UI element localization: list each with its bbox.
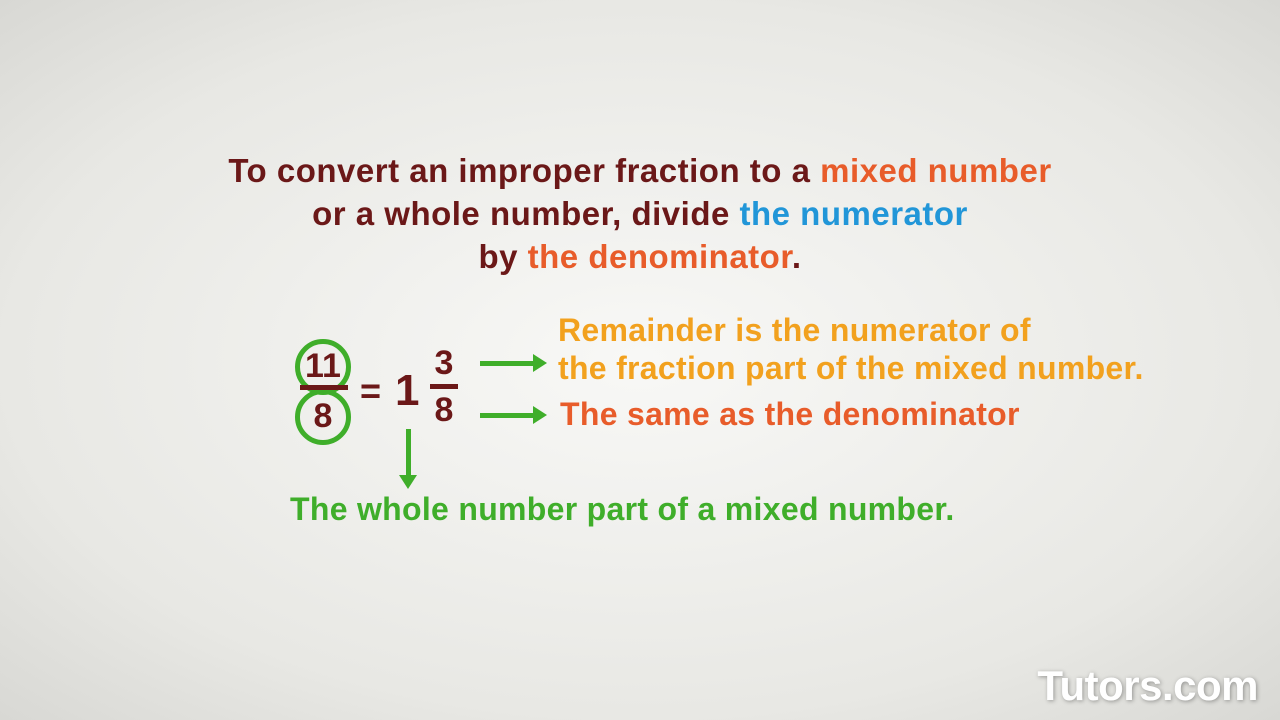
mixed-fraction-bar bbox=[430, 384, 458, 389]
equation-diagram: 11 8 = 1 3 8 Remainder is the numerator … bbox=[100, 334, 1180, 594]
mixed-fraction: 3 8 bbox=[430, 346, 458, 427]
headline-period: . bbox=[792, 238, 802, 275]
headline-part3: by bbox=[478, 238, 527, 275]
improper-fraction-bar bbox=[300, 385, 348, 390]
arrow-to-remainder-icon bbox=[480, 361, 535, 366]
headline-part2: or a whole number, divide bbox=[312, 195, 739, 232]
remainder-label: Remainder is the numerator of the fracti… bbox=[558, 311, 1144, 388]
improper-denominator-circle: 8 bbox=[295, 389, 351, 445]
improper-numerator: 11 bbox=[305, 347, 341, 386]
headline-denominator: the denominator bbox=[528, 238, 792, 275]
remainder-label-line1: Remainder is the numerator of bbox=[558, 312, 1031, 348]
denominator-label: The same as the denominator bbox=[560, 396, 1020, 433]
improper-fraction: 11 8 bbox=[295, 339, 351, 445]
equals-sign: = bbox=[360, 370, 381, 412]
improper-denominator: 8 bbox=[314, 397, 333, 436]
headline-numerator: the numerator bbox=[740, 195, 968, 232]
headline-part1: To convert an improper fraction to a bbox=[228, 152, 820, 189]
arrow-to-denominator-icon bbox=[480, 413, 535, 418]
headline-mixed-number: mixed number bbox=[820, 152, 1052, 189]
whole-number-label: The whole number part of a mixed number. bbox=[290, 491, 955, 528]
whole-number: 1 bbox=[395, 366, 419, 416]
arrow-to-whole-icon bbox=[406, 429, 411, 477]
watermark: Tutors.com bbox=[1037, 662, 1258, 710]
mixed-numerator: 3 bbox=[430, 346, 458, 380]
remainder-label-line2: the fraction part of the mixed number. bbox=[558, 350, 1144, 386]
slide-content: To convert an improper fraction to a mix… bbox=[0, 0, 1280, 594]
mixed-denominator: 8 bbox=[430, 393, 458, 427]
headline: To convert an improper fraction to a mix… bbox=[100, 150, 1180, 279]
